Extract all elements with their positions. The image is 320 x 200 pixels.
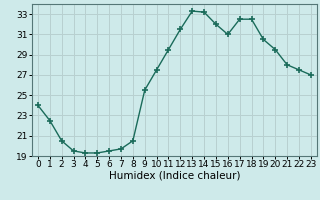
X-axis label: Humidex (Indice chaleur): Humidex (Indice chaleur) xyxy=(109,171,240,181)
